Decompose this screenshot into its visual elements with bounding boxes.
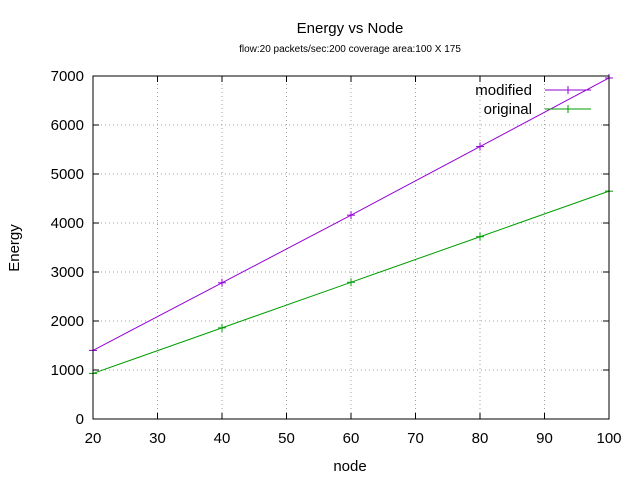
legend: modified original [475,82,591,118]
x-tick-label: 20 [85,430,102,447]
y-tick-label: 4000 [51,215,84,232]
x-tick-label: 60 [343,430,360,447]
legend-label-original: original [484,101,532,118]
grid [93,76,609,419]
data-point-original [476,232,484,241]
plot-frame [92,75,610,420]
y-tick-label: 0 [76,411,84,428]
y-axis-label: Energy [6,224,23,272]
data-point-modified [476,142,484,151]
data-point-original [347,278,355,287]
x-axis-label: node [333,458,366,475]
axis-ticks: 20 30 40 50 60 70 80 90 100010002000300040005000… [51,68,622,447]
x-tick-label: 40 [214,430,231,447]
data-series [89,73,613,378]
chart-subtitle: flow:20 packets/sec:200 coverage area:10… [239,44,461,55]
data-point-modified [218,278,226,287]
legend-marker-original [564,105,572,113]
x-tick-label: 70 [407,430,424,447]
data-point-original [218,323,226,332]
y-tick-label: 3000 [51,264,84,281]
y-tick-label: 2000 [51,313,84,330]
chart-title: Energy vs Node [297,20,404,37]
y-tick-label: 1000 [51,362,84,379]
x-tick-label: 30 [149,430,166,447]
legend-marker-modified [564,86,572,94]
x-tick-label: 90 [536,430,553,447]
x-tick-label: 80 [472,430,489,447]
y-tick-label: 6000 [51,117,84,134]
x-tick-label: 50 [278,430,295,447]
x-tick-label: 100 [596,430,621,447]
legend-label-modified: modified [475,82,532,99]
data-point-modified [347,211,355,220]
y-tick-label: 5000 [51,166,84,183]
y-tick-label: 7000 [51,68,84,85]
